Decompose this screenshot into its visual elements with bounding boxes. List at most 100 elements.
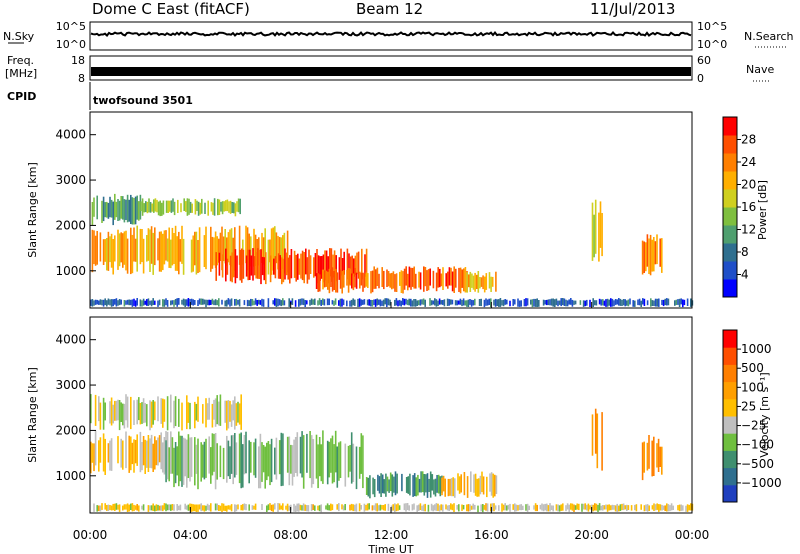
velocity-echo-streak bbox=[547, 505, 550, 512]
power-echo-streak bbox=[229, 255, 232, 282]
power-echo-streak bbox=[643, 298, 646, 306]
velocity-echo-streak bbox=[546, 503, 548, 512]
velocity-echo-streak bbox=[94, 430, 97, 466]
power-echo-streak bbox=[312, 299, 314, 305]
power-echo-streak bbox=[110, 299, 113, 307]
velocity-echo-streak bbox=[666, 503, 668, 512]
velocity-echo-streak bbox=[646, 442, 649, 471]
power-echo-streak bbox=[213, 300, 215, 306]
velocity-colorbar-tick-label: 500 bbox=[741, 361, 764, 375]
velocity-echo-streak bbox=[280, 505, 282, 510]
power-echo-streak bbox=[154, 198, 157, 212]
power-echo-streak bbox=[241, 248, 243, 283]
power-echo-streak bbox=[598, 212, 600, 262]
power-echo-streak bbox=[485, 298, 487, 306]
power-echo-streak bbox=[411, 267, 414, 287]
power-echo-streak bbox=[442, 300, 444, 305]
power-echo-streak bbox=[107, 202, 110, 219]
power-colorbar-segment bbox=[723, 207, 737, 226]
velocity-echo-streak bbox=[186, 439, 188, 488]
freq-tick-top: 18 bbox=[71, 54, 85, 67]
velocity-echo-streak bbox=[248, 504, 250, 511]
power-colorbar-segment bbox=[723, 261, 737, 280]
power-echo-streak bbox=[236, 201, 238, 212]
power-echo-streak bbox=[386, 298, 388, 307]
power-echo-streak bbox=[120, 299, 122, 305]
velocity-echo-streak bbox=[425, 474, 427, 493]
velocity-echo-streak bbox=[138, 505, 140, 512]
power-echo-streak bbox=[110, 233, 113, 268]
power-echo-streak bbox=[295, 254, 297, 282]
power-echo-streak bbox=[306, 257, 309, 284]
power-echo-streak bbox=[246, 227, 249, 271]
velocity-echo-streak bbox=[165, 503, 167, 512]
velocity-echo-streak bbox=[306, 433, 308, 473]
power-echo-streak bbox=[642, 298, 644, 305]
power-echo-streak bbox=[91, 229, 94, 273]
velocity-echo-streak bbox=[157, 437, 159, 466]
velocity-echo-streak bbox=[470, 471, 472, 492]
power-echo-streak bbox=[126, 194, 129, 223]
power-echo-streak bbox=[283, 300, 286, 306]
power-echo-streak bbox=[267, 239, 270, 275]
velocity-echo-streak bbox=[234, 433, 236, 478]
velocity-cells bbox=[90, 394, 694, 513]
velocity-echo-streak bbox=[125, 504, 127, 510]
power-echo-streak bbox=[176, 298, 178, 307]
power-echo-streak bbox=[438, 298, 441, 305]
velocity-echo-streak bbox=[224, 505, 226, 511]
power-echo-streak bbox=[120, 232, 122, 263]
power-echo-streak bbox=[261, 298, 263, 307]
power-echo-streak bbox=[203, 299, 206, 305]
power-echo-streak bbox=[213, 198, 216, 216]
power-echo-streak bbox=[170, 300, 172, 306]
power-echo-streak bbox=[328, 268, 331, 294]
velocity-echo-streak bbox=[261, 504, 263, 510]
power-echo-streak bbox=[683, 299, 686, 306]
velocity-echo-streak bbox=[251, 505, 254, 510]
power-echo-streak bbox=[592, 298, 594, 307]
velocity-echo-streak bbox=[498, 505, 500, 511]
velocity-echo-streak bbox=[205, 438, 207, 478]
power-echo-streak bbox=[147, 298, 150, 306]
power-echo-streak bbox=[446, 298, 449, 306]
cpid-label: CPID bbox=[7, 90, 36, 103]
velocity-colorbar: 1000 500 100 25 −25 −100 −500 −1000 bbox=[722, 329, 782, 503]
velocity-echo-streak bbox=[194, 504, 196, 512]
velocity-echo-streak bbox=[417, 474, 419, 496]
power-echo-streak bbox=[405, 298, 407, 305]
velocity-echo-streak bbox=[360, 433, 363, 474]
power-echo-streak bbox=[546, 299, 548, 306]
power-echo-streak bbox=[226, 258, 229, 275]
power-echo-streak bbox=[162, 299, 164, 307]
power-echo-streak bbox=[125, 199, 127, 220]
power-echo-streak bbox=[131, 299, 134, 307]
velocity-echo-streak bbox=[160, 432, 162, 470]
velocity-echo-streak bbox=[439, 476, 442, 497]
power-echo-streak bbox=[106, 238, 108, 271]
velocity-echo-streak bbox=[667, 504, 670, 512]
power-echo-streak bbox=[273, 258, 275, 275]
velocity-echo-streak bbox=[234, 396, 236, 430]
power-echo-streak bbox=[378, 299, 380, 305]
power-echo-streak bbox=[102, 239, 105, 265]
power-echo-streak bbox=[342, 299, 345, 306]
power-echo-streak bbox=[443, 299, 446, 307]
power-echo-streak bbox=[173, 201, 176, 216]
power-echo-streak bbox=[399, 271, 401, 286]
power-echo-streak bbox=[110, 199, 113, 218]
velocity-echo-streak bbox=[178, 505, 180, 511]
velocity-echo-streak bbox=[240, 432, 242, 489]
power-echo-streak bbox=[496, 299, 498, 306]
power-echo-streak bbox=[661, 299, 663, 305]
velocity-echo-streak bbox=[437, 503, 439, 511]
power-echo-streak bbox=[123, 300, 126, 307]
power-echo-streak bbox=[445, 273, 447, 287]
power-echo-streak bbox=[134, 238, 137, 262]
velocity-echo-streak bbox=[408, 505, 410, 511]
velocity-echo-streak bbox=[591, 414, 594, 456]
velocity-echo-streak bbox=[274, 503, 276, 510]
velocity-echo-streak bbox=[525, 504, 527, 511]
power-echo-streak bbox=[466, 300, 468, 307]
velocity-echo-streak bbox=[310, 435, 313, 488]
